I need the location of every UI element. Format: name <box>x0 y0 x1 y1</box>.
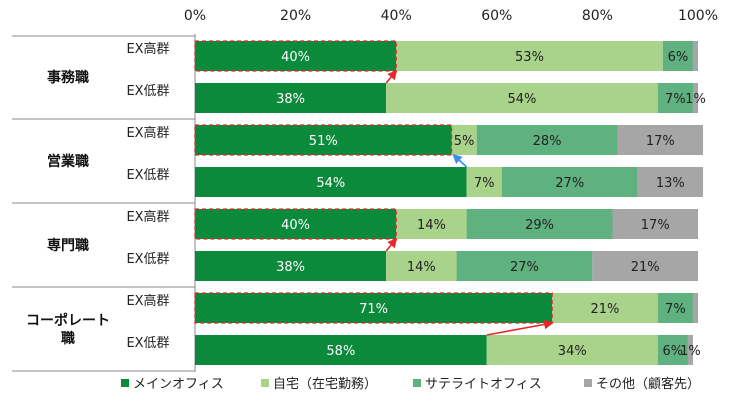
x-tick-label: 0% <box>184 8 206 24</box>
bar-segment <box>386 83 658 113</box>
data-label: 1% <box>680 344 701 359</box>
data-label: 71% <box>359 302 388 317</box>
data-label: 27% <box>510 260 539 275</box>
job-label: 営業職 <box>47 153 89 170</box>
data-label: 1% <box>685 92 706 107</box>
data-label: 38% <box>276 92 305 107</box>
x-tick-label: 60% <box>481 8 512 24</box>
bar-segment <box>195 335 487 365</box>
bar-segment <box>396 41 663 71</box>
bar-segment <box>195 41 397 71</box>
bar-segment <box>466 209 613 239</box>
legend-swatch <box>121 379 129 387</box>
comparison-arrow <box>385 69 398 84</box>
data-label: 21% <box>590 302 619 317</box>
bar-segment <box>451 125 477 155</box>
highlight-outline <box>194 124 453 156</box>
bar-segment <box>692 41 698 71</box>
bar-segment <box>195 167 467 197</box>
legend-swatch <box>261 379 269 387</box>
data-label: 28% <box>533 134 562 149</box>
bar-segment <box>195 293 553 323</box>
group-label: EX高群 <box>126 209 169 225</box>
data-label: 17% <box>641 218 670 233</box>
highlight-outline <box>194 208 397 240</box>
data-label: 53% <box>515 50 544 65</box>
bar-segment <box>637 167 704 197</box>
group-label: EX高群 <box>126 125 169 141</box>
data-label: 13% <box>656 176 685 191</box>
group-label: EX高群 <box>126 41 169 57</box>
data-label: 5% <box>454 134 475 149</box>
bar-segment <box>617 125 704 155</box>
x-tick-label: 80% <box>582 8 613 24</box>
data-label: 6% <box>668 50 689 65</box>
data-label: 54% <box>316 176 345 191</box>
bar-segment <box>195 125 452 155</box>
bar-segment <box>396 209 467 239</box>
bar-segment <box>456 251 593 281</box>
bar-segment <box>692 83 698 113</box>
bar-segment <box>486 335 658 365</box>
comparison-arrow <box>452 153 468 168</box>
group-label: EX低群 <box>126 168 169 183</box>
bar-segment <box>466 167 502 197</box>
data-label: 14% <box>407 260 436 275</box>
data-label: 6% <box>663 344 684 359</box>
bar-segment <box>657 335 688 365</box>
data-label: 27% <box>555 176 584 191</box>
group-label: EX高群 <box>126 293 169 309</box>
data-label: 40% <box>281 218 310 233</box>
data-label: 54% <box>507 92 536 107</box>
data-label: 17% <box>646 134 675 149</box>
legend-label: 自宅（在宅勤務） <box>273 377 377 392</box>
group-label: EX低群 <box>126 336 169 351</box>
bar-segment <box>657 83 693 113</box>
bar-segment <box>386 251 457 281</box>
bar-segment <box>692 293 698 323</box>
bar-segment <box>195 83 387 113</box>
x-tick-label: 100% <box>678 8 718 24</box>
data-label: 7% <box>665 302 686 317</box>
group-label: EX低群 <box>126 84 169 99</box>
bar-segment <box>552 293 658 323</box>
job-label: コーポレート <box>26 312 110 329</box>
bar-segment <box>476 125 618 155</box>
data-label: 29% <box>525 218 554 233</box>
comparison-arrow <box>385 237 398 252</box>
job-label: 職 <box>61 330 75 347</box>
data-label: 7% <box>665 92 686 107</box>
legend-swatch <box>584 379 592 387</box>
bar-segment <box>195 209 397 239</box>
legend-label: サテライトオフィス <box>425 377 542 392</box>
data-label: 51% <box>309 134 338 149</box>
legend-label: メインオフィス <box>133 377 224 392</box>
x-tick-label: 40% <box>381 8 412 24</box>
data-label: 7% <box>474 176 495 191</box>
data-label: 58% <box>326 344 355 359</box>
bar-segment <box>612 209 698 239</box>
group-label: EX低群 <box>126 252 169 267</box>
x-tick-label: 20% <box>280 8 311 24</box>
data-label: 14% <box>417 218 446 233</box>
bar-segment <box>195 251 387 281</box>
comparison-arrow <box>486 319 554 336</box>
bar-segment <box>592 251 698 281</box>
data-label: 40% <box>281 50 310 65</box>
legend-label: その他（顧客先） <box>596 376 700 392</box>
highlight-outline <box>194 40 397 72</box>
data-label: 21% <box>631 260 660 275</box>
data-label: 38% <box>276 260 305 275</box>
bar-segment <box>501 167 638 197</box>
data-label: 34% <box>558 344 587 359</box>
legend-swatch <box>413 379 421 387</box>
bar-segment <box>687 335 693 365</box>
job-label: 事務職 <box>47 69 89 86</box>
job-label: 専門職 <box>47 237 89 254</box>
bar-segment <box>662 41 693 71</box>
bar-segment <box>657 293 693 323</box>
highlight-outline <box>194 292 553 324</box>
